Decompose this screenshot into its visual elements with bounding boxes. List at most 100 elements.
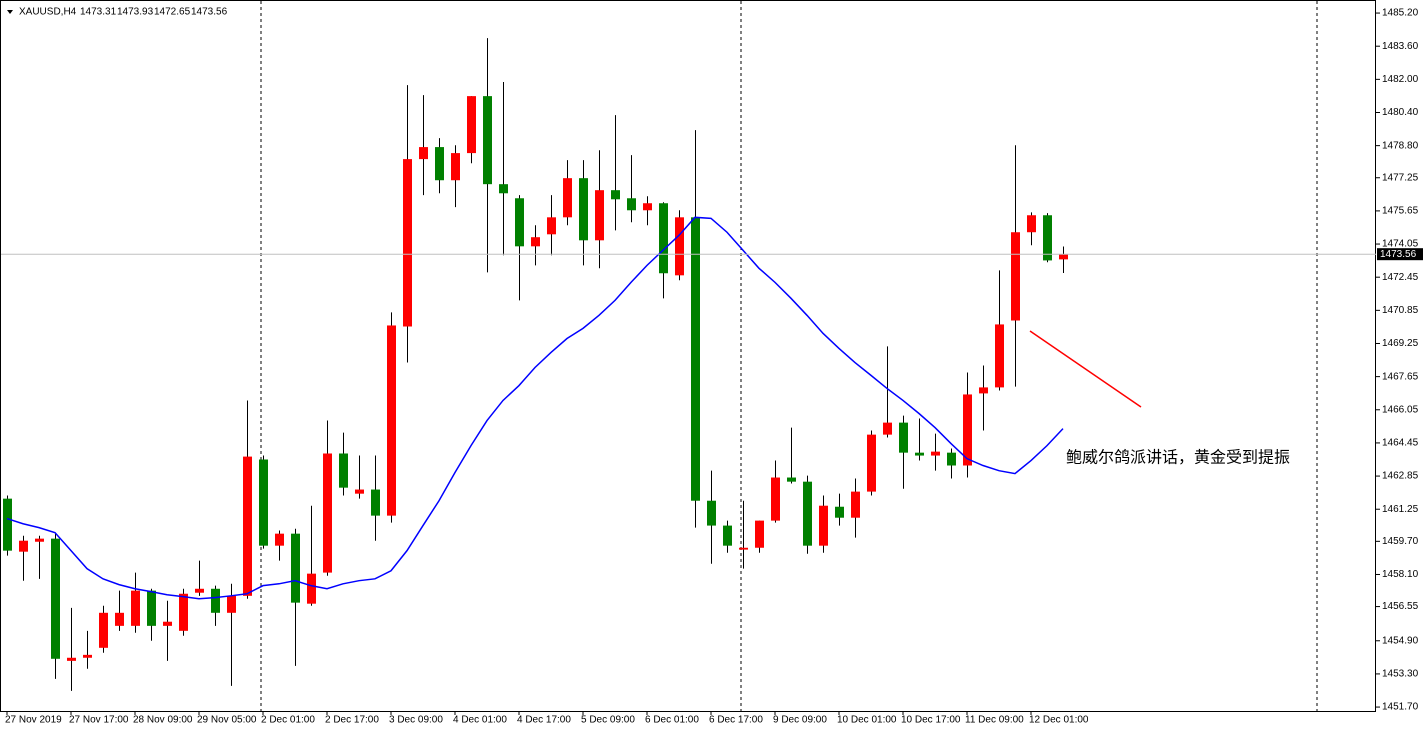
candle-body (867, 434, 876, 492)
candle-body (227, 595, 236, 613)
candle-body (979, 387, 988, 394)
candle-body (899, 422, 908, 453)
candle-body (851, 491, 860, 518)
candle-body (291, 533, 300, 603)
y-tick-label: 1469.25 (1382, 338, 1419, 349)
x-tick-label: 6 Dec 01:00 (645, 715, 699, 726)
candle-body (467, 96, 476, 154)
candle-body (275, 533, 284, 546)
candle-body (115, 612, 124, 626)
candle-body (595, 190, 604, 241)
x-tick-label: 3 Dec 09:00 (389, 715, 443, 726)
candle-body (67, 657, 76, 661)
candle-body (947, 452, 956, 466)
x-tick-label: 10 Dec 01:00 (837, 715, 897, 726)
menu-arrow[interactable] (7, 10, 13, 14)
x-tick-label: 12 Dec 01:00 (1029, 715, 1089, 726)
candle-body (1027, 215, 1036, 233)
y-tick-label: 1453.30 (1382, 669, 1419, 680)
candle-body (1011, 232, 1020, 321)
candle-body (915, 452, 924, 456)
y-tick-label: 1458.10 (1382, 569, 1419, 580)
series-layer (1, 38, 1376, 691)
candle-body (835, 506, 844, 518)
candle-body (1043, 215, 1052, 261)
candle-body (883, 422, 892, 435)
candle-body (547, 217, 556, 235)
candle-body (659, 203, 668, 274)
y-tick-label: 1459.70 (1382, 536, 1419, 547)
candle-body (419, 147, 428, 160)
candle-body (403, 159, 412, 327)
x-tick-label: 29 Nov 05:00 (197, 715, 257, 726)
x-tick-label: 6 Dec 17:00 (709, 715, 763, 726)
y-tick-label: 1480.40 (1382, 107, 1419, 118)
y-tick-label: 1451.70 (1382, 702, 1419, 713)
current-price-box (1377, 248, 1423, 261)
candle-body (787, 477, 796, 482)
candle-body (307, 573, 316, 604)
header-close: 1473.56 (191, 7, 228, 18)
y-tick-label: 1462.85 (1382, 471, 1419, 482)
y-tick-label: 1467.65 (1382, 371, 1419, 382)
candle-body (563, 178, 572, 218)
x-tick-label: 10 Dec 17:00 (901, 715, 961, 726)
candle-body (435, 147, 444, 181)
header-low: 1472.65 (154, 7, 191, 18)
candle-body (195, 588, 204, 593)
candle-body (163, 621, 172, 626)
symbol: XAUUSD,H4 (19, 7, 77, 18)
plot-frame (0, 0, 1376, 712)
candle-body (99, 612, 108, 648)
header-open: 1473.31 (80, 7, 117, 18)
candle-body (755, 520, 764, 548)
candle-body (515, 198, 524, 247)
candle-body (83, 654, 92, 658)
x-tick-label: 27 Nov 17:00 (69, 715, 129, 726)
candle-body (963, 394, 972, 466)
candle-body (19, 540, 28, 552)
candle-body (371, 489, 380, 516)
y-tick-label: 1482.00 (1382, 74, 1419, 85)
moving-average (6, 216, 1064, 600)
x-tick-label: 4 Dec 17:00 (517, 715, 571, 726)
annotation-line (1029, 330, 1142, 408)
y-tick-label: 1466.05 (1382, 404, 1419, 415)
current-price-label: 1473.56 (1380, 249, 1417, 260)
candle-body (579, 178, 588, 241)
y-tick-label: 1470.85 (1382, 305, 1419, 316)
x-tick-label: 27 Nov 2019 (5, 715, 62, 726)
annotation: 鲍威尔鸽派讲话，黄金受到提振 (1066, 448, 1290, 467)
x-tick-label: 4 Dec 01:00 (453, 715, 507, 726)
x-tick-label: 9 Dec 09:00 (773, 715, 827, 726)
candle-body (643, 203, 652, 211)
candle-body (211, 588, 220, 613)
y-tick-label: 1485.20 (1382, 8, 1419, 19)
y-tick-label: 1475.65 (1382, 206, 1419, 217)
candle-body (1059, 254, 1068, 260)
candle-body (131, 590, 140, 626)
candle-body (147, 590, 156, 626)
y-tick-label: 1477.25 (1382, 172, 1419, 183)
header-high: 1473.93 (117, 7, 154, 18)
y-tick-label: 1478.80 (1382, 140, 1419, 151)
candle-body (35, 538, 44, 542)
x-tick-label: 5 Dec 09:00 (581, 715, 635, 726)
candle-body (483, 96, 492, 185)
candle-body (451, 153, 460, 181)
candle-body (259, 459, 268, 546)
candle-body (627, 198, 636, 211)
x-tick-label: 2 Dec 01:00 (261, 715, 315, 726)
candle-body (723, 525, 732, 546)
candle-body (387, 325, 396, 516)
candle-body (531, 237, 540, 247)
y-tick-label: 1456.55 (1382, 601, 1419, 612)
candle-body (675, 217, 684, 276)
candle-body (3, 498, 12, 551)
candle-body (995, 324, 1004, 388)
candle-body (51, 538, 60, 659)
y-tick-label: 1464.45 (1382, 438, 1419, 449)
candle-body (819, 505, 828, 546)
